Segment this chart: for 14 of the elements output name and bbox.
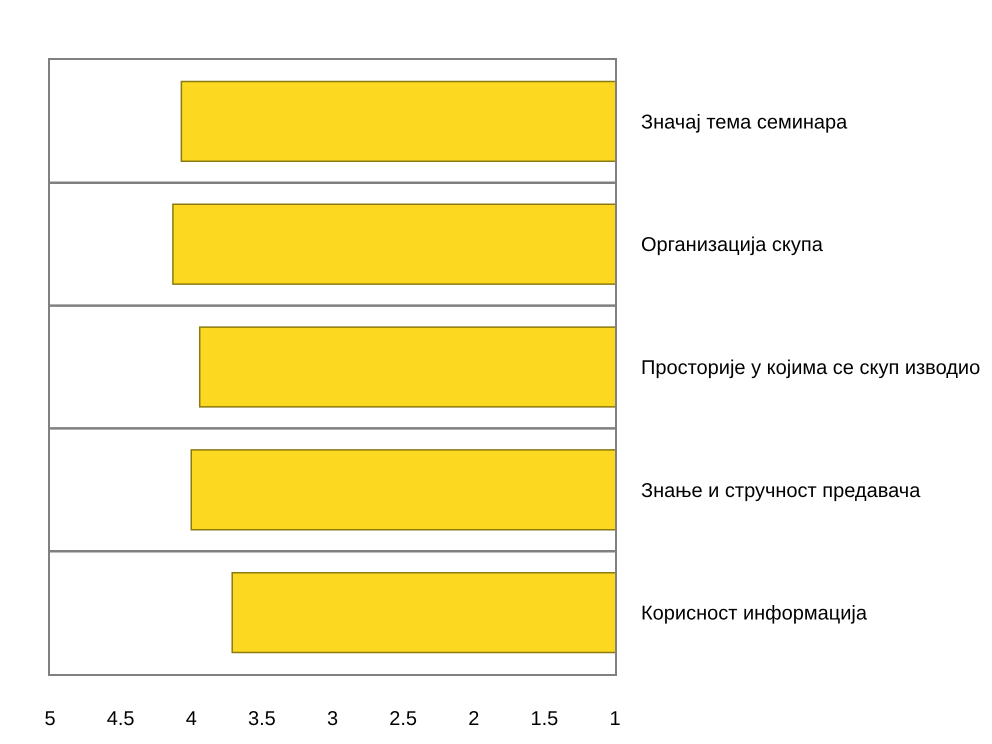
- x-tick-label: 3.5: [248, 708, 276, 730]
- x-tick-label: 1: [609, 708, 621, 730]
- y-tick-label: Организација скупа: [641, 234, 824, 256]
- y-tick-label: Знање и стручност предавача: [641, 480, 922, 502]
- y-tick-label: Значај тема семинара: [641, 111, 848, 134]
- x-tick-label: 1.5: [530, 708, 558, 730]
- x-tick-label: 3: [326, 708, 338, 730]
- x-tick-label: 5: [44, 708, 56, 730]
- x-tick-label: 4: [186, 708, 197, 730]
- x-tick-label: 2.5: [389, 708, 418, 730]
- y-tick-label: Корисност информација: [641, 602, 868, 625]
- x-tick-label: 4.5: [106, 708, 135, 730]
- x-tick-label: 2: [468, 708, 480, 730]
- y-tick-label: Просторије у којима се скуп изводио: [641, 357, 980, 379]
